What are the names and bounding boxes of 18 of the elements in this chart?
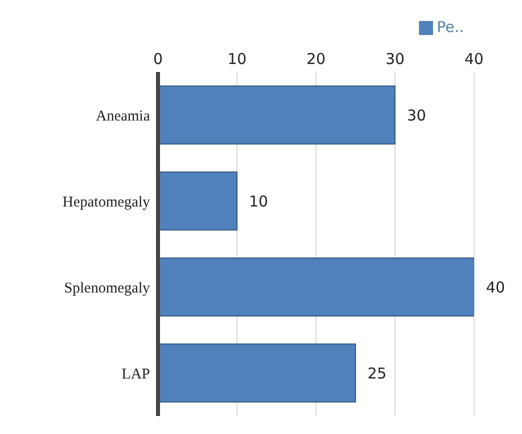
y-tick-label: Hepatomegaly [62, 194, 150, 210]
bar [158, 172, 238, 230]
x-tick-label: 0 [153, 50, 163, 68]
x-tick-label: 30 [385, 50, 405, 68]
bar [158, 258, 474, 316]
x-tick-label: 20 [306, 50, 326, 68]
x-tick-label: 40 [464, 50, 484, 68]
data-label: 30 [407, 106, 426, 124]
legend-label: Pe.. [436, 18, 464, 36]
data-label: 40 [486, 278, 506, 296]
y-tick-label: Aneamia [96, 108, 150, 124]
bar [158, 86, 396, 144]
y-tick-label: Splenomegaly [64, 280, 150, 296]
data-label: 25 [368, 364, 387, 382]
x-tick-label: 10 [227, 50, 247, 68]
bar [158, 344, 356, 402]
data-label: 10 [249, 192, 268, 210]
y-tick-label: LAP [122, 366, 150, 382]
